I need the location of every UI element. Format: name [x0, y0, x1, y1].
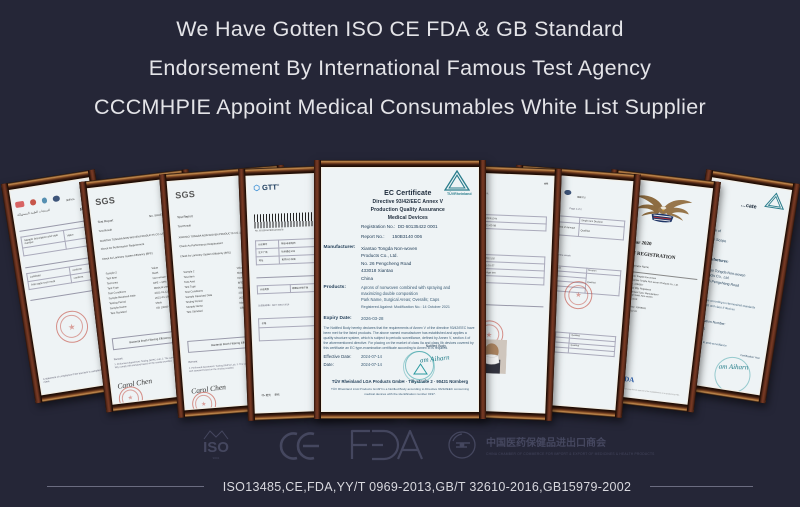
svg-text:ISO: ISO	[203, 439, 229, 456]
svg-text:CHINA CHAMBER OF COMMERCE FOR: CHINA CHAMBER OF COMMERCE FOR IMPORT & E…	[486, 452, 655, 456]
svg-text:中国医药保健品进出口商会: 中国医药保健品进出口商会	[486, 436, 606, 449]
svg-text:9001: 9001	[213, 456, 220, 460]
